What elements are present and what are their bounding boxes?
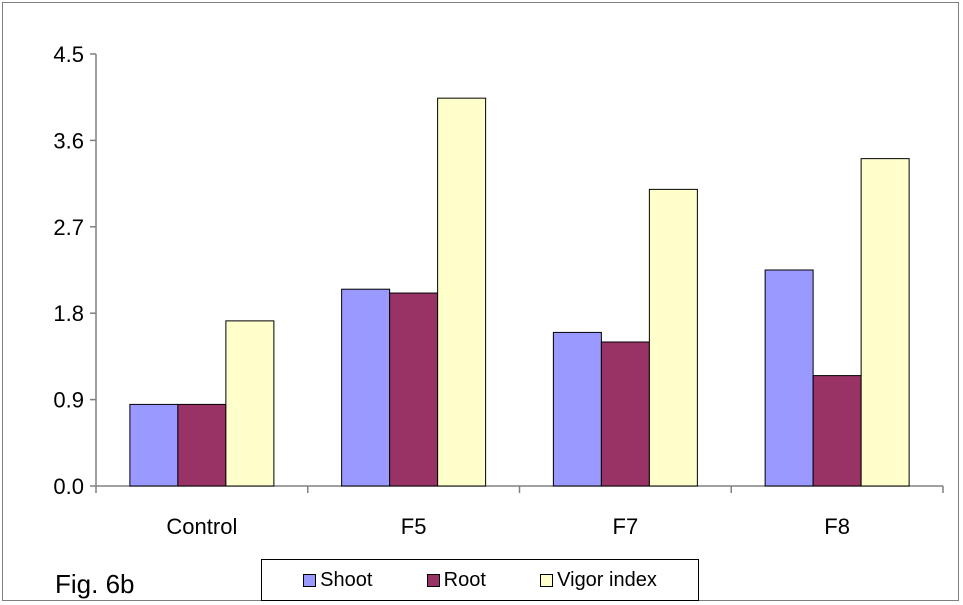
y-tick-label: 1.8 xyxy=(53,301,84,326)
bar-shoot-f7 xyxy=(552,331,602,487)
legend-swatch xyxy=(426,573,440,587)
legend-label: Shoot xyxy=(320,568,373,591)
legend-swatch xyxy=(540,573,554,587)
bar-chart: 0.0 0.9 1.8 2.7 3.6 4.5 Control F5 F7 F8 xyxy=(53,42,944,539)
legend: Shoot Root Vigor index xyxy=(261,559,699,601)
bar-shoot-control xyxy=(129,403,179,487)
y-tick-label: 0.0 xyxy=(53,474,84,499)
bar-shoot-f5 xyxy=(341,288,391,487)
legend-swatch xyxy=(303,573,317,587)
bar-root-f5 xyxy=(389,292,439,487)
legend-label: Vigor index xyxy=(557,568,657,591)
y-tick-label: 0.9 xyxy=(53,388,84,413)
x-category-label: F8 xyxy=(824,514,850,539)
x-category-label: F7 xyxy=(613,514,639,539)
bar-vigor-index-f7 xyxy=(648,188,698,487)
legend-item: Shoot xyxy=(303,569,372,592)
bar-vigor-index-control xyxy=(225,320,275,487)
bar-vigor-index-f5 xyxy=(437,97,487,487)
legend-item: Root xyxy=(426,568,486,592)
x-category-label: F5 xyxy=(401,514,427,539)
legend-label: Root xyxy=(443,568,486,591)
legend-item: Vigor index xyxy=(540,569,657,592)
y-tick-label: 2.7 xyxy=(53,215,84,240)
bar-root-f8 xyxy=(812,375,862,487)
bar-root-control xyxy=(177,403,227,487)
bar-vigor-index-f8 xyxy=(860,158,910,487)
x-category-label: Control xyxy=(166,514,237,539)
bar-shoot-f8 xyxy=(764,269,814,487)
y-tick-label: 3.6 xyxy=(53,128,84,153)
figure-label: Fig. 6b xyxy=(55,569,135,599)
y-tick-label: 4.5 xyxy=(53,42,84,67)
bar-root-f7 xyxy=(600,341,650,487)
